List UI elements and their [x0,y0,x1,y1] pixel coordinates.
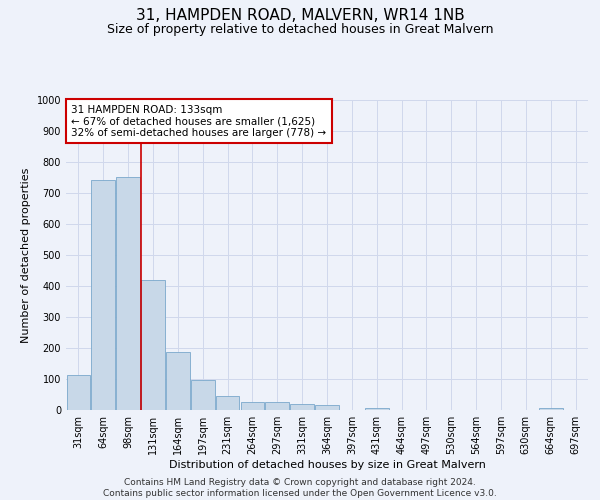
Bar [216,396,239,410]
Bar [91,180,115,410]
Bar [365,408,389,410]
Bar [191,380,215,410]
Bar [539,408,563,410]
Bar [67,375,90,410]
Bar [141,280,165,410]
Bar [290,404,314,410]
Bar [166,352,190,410]
Bar [315,406,339,410]
Bar [116,176,140,410]
Bar [265,402,289,410]
Text: Size of property relative to detached houses in Great Malvern: Size of property relative to detached ho… [107,22,493,36]
Y-axis label: Number of detached properties: Number of detached properties [21,168,31,342]
Bar [241,402,264,410]
Text: Contains HM Land Registry data © Crown copyright and database right 2024.
Contai: Contains HM Land Registry data © Crown c… [103,478,497,498]
Text: 31 HAMPDEN ROAD: 133sqm
← 67% of detached houses are smaller (1,625)
32% of semi: 31 HAMPDEN ROAD: 133sqm ← 67% of detache… [71,104,326,138]
Text: 31, HAMPDEN ROAD, MALVERN, WR14 1NB: 31, HAMPDEN ROAD, MALVERN, WR14 1NB [136,8,464,22]
X-axis label: Distribution of detached houses by size in Great Malvern: Distribution of detached houses by size … [169,460,485,470]
